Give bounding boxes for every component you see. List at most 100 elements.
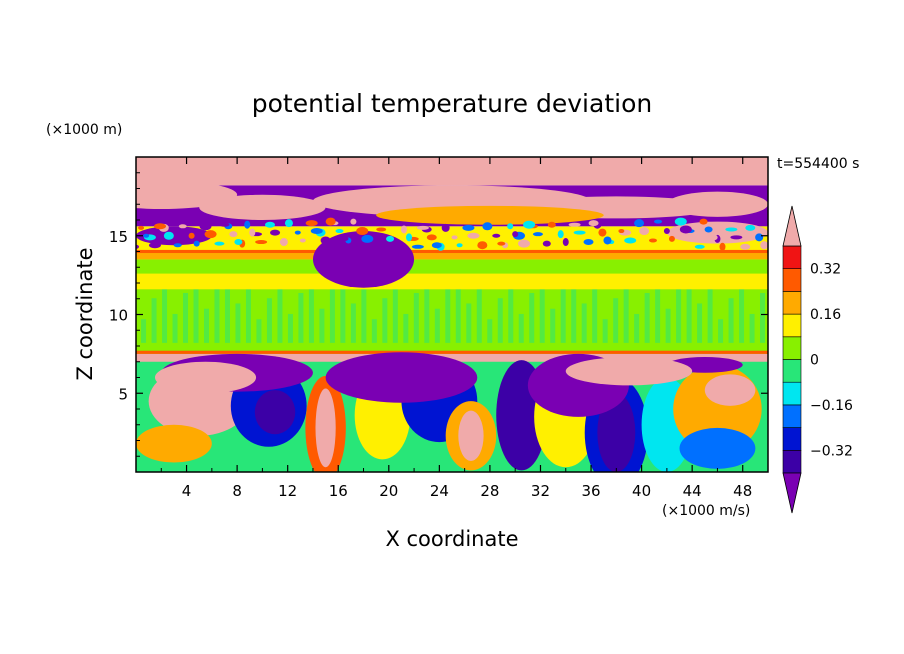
turbulent-speck xyxy=(441,223,450,232)
colorbar-tick-label: 0.16 xyxy=(810,307,841,323)
middle-streak xyxy=(560,287,566,343)
upper-blob xyxy=(666,191,768,217)
middle-streak xyxy=(655,271,661,343)
eddy xyxy=(597,393,636,472)
turbulent-speck xyxy=(264,221,275,228)
turbulent-speck xyxy=(214,241,225,246)
middle-streak xyxy=(350,303,356,343)
y-tick-label: 10 xyxy=(109,307,128,325)
middle-streak xyxy=(676,287,682,343)
middle-streak xyxy=(571,266,577,343)
turbulent-speck xyxy=(709,234,718,241)
time-label: t=554400 s xyxy=(777,156,859,172)
middle-streak xyxy=(518,313,524,343)
turbulent-speck xyxy=(148,242,161,249)
x-tick-label: 36 xyxy=(581,482,600,500)
turbulent-speck xyxy=(411,244,424,249)
inversion-pink xyxy=(136,353,768,362)
middle-streak xyxy=(298,292,304,343)
turbulent-speck xyxy=(462,224,475,231)
turbulent-speck xyxy=(143,233,150,238)
turbulent-speck xyxy=(376,227,387,232)
turbulent-speck xyxy=(199,222,212,231)
turbulent-speck xyxy=(270,229,281,236)
turbulent-speck xyxy=(400,225,407,234)
turbulent-speck xyxy=(229,231,238,238)
middle-streak xyxy=(644,292,650,343)
turbulent-speck xyxy=(431,242,442,249)
turbulent-speck xyxy=(284,219,293,228)
turbulent-speck xyxy=(568,222,581,227)
colorbar-extend-top xyxy=(782,205,802,247)
pink-dome xyxy=(154,361,257,394)
turbulent-speck xyxy=(674,217,687,226)
turbulent-speck xyxy=(598,228,607,237)
turbulent-speck xyxy=(386,235,395,242)
turbulent-speck xyxy=(740,243,751,250)
y-axis: 5 10 15 xyxy=(109,172,768,457)
turbulent-speck xyxy=(219,222,230,227)
colorbar-bin xyxy=(782,381,802,406)
turbulent-speck xyxy=(523,220,536,229)
x-tick-label: 12 xyxy=(278,482,297,500)
y-tick-label: 5 xyxy=(118,385,128,403)
middle-streak xyxy=(718,319,724,343)
turbulent-speck xyxy=(391,243,400,250)
middle-streak xyxy=(235,303,241,343)
colorbar-bin xyxy=(782,313,802,338)
turbulent-speck xyxy=(694,244,705,249)
turbulent-speck xyxy=(639,227,650,236)
turbulent-speck xyxy=(406,233,413,242)
eddy xyxy=(458,410,484,461)
turbulent-speck xyxy=(730,235,743,240)
plot-area xyxy=(136,157,768,472)
eddy xyxy=(679,427,756,469)
turbulent-speck xyxy=(512,231,519,238)
x-unit-label: (×1000 m/s) xyxy=(662,503,750,519)
turbulent-speck xyxy=(234,239,243,246)
turbulent-speck xyxy=(634,219,645,228)
upper-blob xyxy=(376,205,604,225)
middle-streak xyxy=(697,303,703,343)
middle-streak xyxy=(760,292,766,343)
middle-streak xyxy=(413,292,419,343)
inversion-red xyxy=(136,350,768,354)
green-stripe xyxy=(136,259,768,274)
turbulent-speck xyxy=(204,230,217,239)
middle-streak xyxy=(382,298,388,343)
turbulent-speck xyxy=(542,240,551,247)
colorbar-tick-label: 0 xyxy=(810,353,819,369)
middle-streak xyxy=(204,308,210,343)
x-tick-label: 4 xyxy=(182,482,192,500)
colorbar-tick-label: −0.16 xyxy=(810,398,853,414)
middle-streak xyxy=(455,266,461,343)
middle-streak xyxy=(434,308,440,343)
turbulent-speck xyxy=(719,242,726,251)
x-tick-label: 24 xyxy=(430,482,449,500)
turbulent-speck xyxy=(294,230,301,235)
turbulent-speck xyxy=(755,233,764,242)
eddy xyxy=(704,374,756,406)
turbulent-speck xyxy=(492,233,501,238)
turbulent-speck xyxy=(668,235,675,242)
chart-title: potential temperature deviation xyxy=(252,89,652,118)
middle-streak xyxy=(634,313,640,343)
middle-streak xyxy=(529,292,535,343)
turbulent-speck xyxy=(138,225,145,230)
x-tick-label: 16 xyxy=(329,482,348,500)
turbulent-speck xyxy=(497,241,506,246)
yellow-stripe xyxy=(136,273,768,290)
turbulent-speck xyxy=(178,224,187,229)
middle-streak xyxy=(172,313,178,343)
x-axis-label: X coordinate xyxy=(385,527,518,551)
turbulent-speck xyxy=(255,240,268,245)
turbulent-speck xyxy=(163,231,174,240)
turbulent-speck xyxy=(371,219,382,224)
turbulent-speck xyxy=(279,238,288,247)
turbulent-speck xyxy=(704,226,713,233)
x-axis: 4 8 12 16 20 24 28 32 36 40 44 48 xyxy=(160,157,752,500)
turbulent-speck xyxy=(624,237,637,244)
pink-dome xyxy=(565,357,693,386)
turbulent-speck xyxy=(249,228,256,237)
colorbar-extend-bottom xyxy=(782,472,802,514)
